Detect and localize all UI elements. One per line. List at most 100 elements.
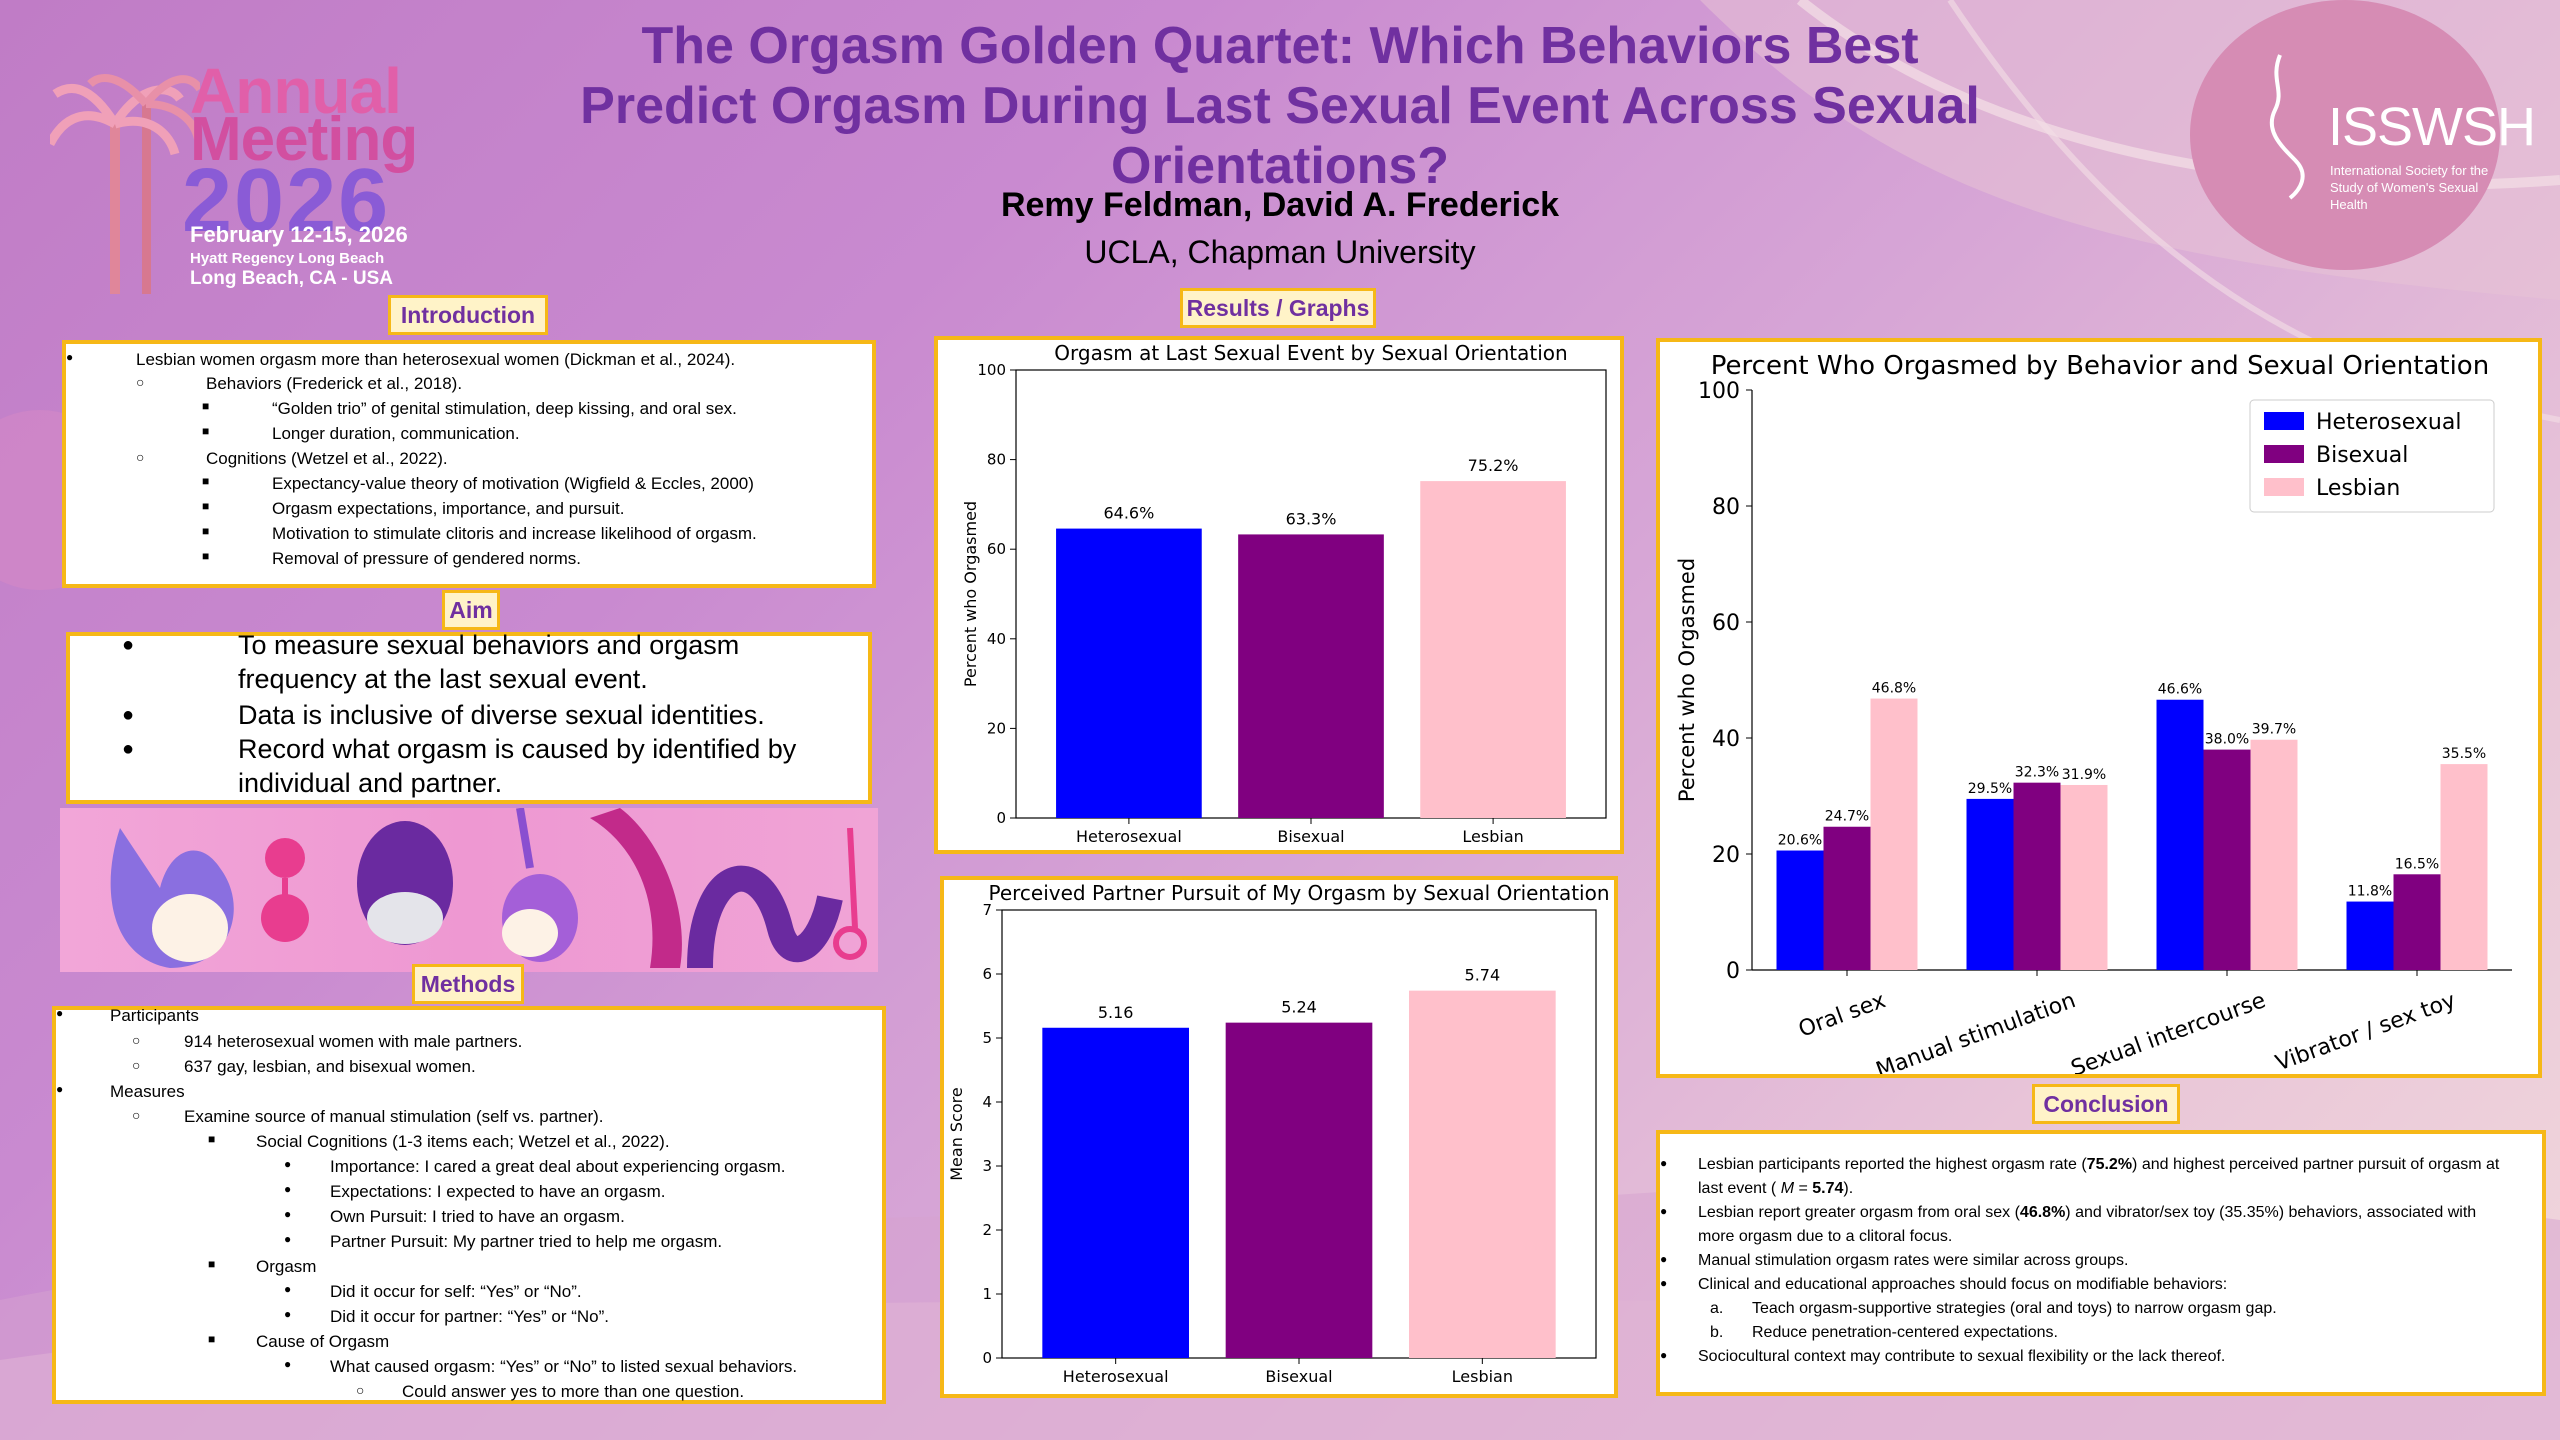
bar-heterosexual bbox=[1966, 798, 2014, 970]
bar-value-label: 35.5% bbox=[2442, 746, 2486, 762]
methods-text: Importance: I cared a great deal about e… bbox=[330, 1157, 786, 1176]
methods-text: Orgasm bbox=[256, 1257, 317, 1276]
methods-text: 914 heterosexual women with male partner… bbox=[184, 1032, 523, 1051]
conclusion-text: Reduce penetration-centered expectations… bbox=[1752, 1324, 2058, 1341]
conclusion-box: ● Lesbian participants reported the high… bbox=[1656, 1130, 2546, 1396]
conclusion-text-part: Lesbian report greater orgasm from oral … bbox=[1698, 1204, 2020, 1221]
bar-heterosexual bbox=[2156, 699, 2204, 970]
methods-bullet: ○ bbox=[132, 1032, 141, 1048]
bar-lesbian bbox=[1409, 990, 1556, 1358]
y-tick-label: 0 bbox=[1726, 959, 1740, 984]
x-tick-label: Bisexual bbox=[1277, 827, 1344, 846]
x-tick-label: Bisexual bbox=[1265, 1367, 1332, 1386]
y-tick-label: 40 bbox=[1712, 727, 1740, 752]
title-line-1: The Orgasm Golden Quartet: Which Behavio… bbox=[641, 17, 1919, 75]
y-tick-label: 0 bbox=[982, 1349, 992, 1367]
intro-bullet: ■ bbox=[202, 524, 210, 538]
methods-text: Did it occur for partner: “Yes” or “No”. bbox=[330, 1307, 610, 1326]
chart-title: Percent Who Orgasmed by Behavior and Sex… bbox=[1711, 351, 2489, 381]
introduction-heading: Introduction bbox=[388, 295, 548, 335]
y-tick-label: 4 bbox=[982, 1093, 992, 1111]
bar-value-label: 63.3% bbox=[1286, 509, 1337, 528]
bar-heterosexual bbox=[2346, 901, 2394, 970]
bar-lesbian bbox=[2250, 739, 2298, 970]
methods-text: Expectations: I expected to have an orga… bbox=[330, 1182, 666, 1201]
annual-meeting-logo: Annual Meeting 2026 February 12-15, 2026… bbox=[50, 54, 418, 294]
conclusion-text-part: 5.74 bbox=[1812, 1180, 1844, 1197]
bar-value-label: 32.3% bbox=[2015, 765, 2059, 781]
y-axis-label: Percent who Orgasmed bbox=[1675, 558, 1699, 802]
intro-bullet: ■ bbox=[202, 474, 210, 488]
chart-orgasm-by-behavior: Percent Who Orgasmed by Behavior and Sex… bbox=[1675, 351, 2512, 1084]
intro-bullet: ● bbox=[66, 350, 74, 364]
methods-bullet: ● bbox=[284, 1282, 292, 1296]
y-tick-label: 100 bbox=[1698, 379, 1740, 404]
product-photo bbox=[60, 808, 878, 972]
bar-heterosexual bbox=[1776, 850, 1824, 970]
conclusion-bullet: ● bbox=[1660, 1204, 1668, 1218]
bar-value-label: 39.7% bbox=[2252, 722, 2296, 738]
methods-text: Measures bbox=[110, 1082, 185, 1101]
methods-bullet: ● bbox=[284, 1307, 292, 1321]
poster-title: The Orgasm Golden Quartet: Which Behavio… bbox=[480, 16, 2080, 196]
bar-lesbian bbox=[1870, 698, 1918, 970]
chart-behavior-box: Percent Who Orgasmed by Behavior and Sex… bbox=[1656, 338, 2542, 1084]
conclusion-bullet: ● bbox=[1660, 1156, 1668, 1170]
intro-bullet: ■ bbox=[202, 549, 210, 563]
methods-bullet: ● bbox=[284, 1182, 292, 1196]
methods-bullet: ○ bbox=[132, 1107, 141, 1123]
conclusion-emphasis: 46.8% bbox=[2019, 1204, 2066, 1221]
intro-text: Longer duration, communication. bbox=[272, 424, 520, 443]
aim-bullet: ● bbox=[122, 634, 135, 656]
conclusion-text-part: = bbox=[1794, 1180, 1813, 1197]
palm-tree-icon bbox=[50, 74, 200, 294]
conclusion-text: Lesbian participants reported the highes… bbox=[1698, 1156, 2499, 1174]
x-tick-label: Vibrator / sex toy bbox=[2272, 988, 2459, 1074]
y-tick-label: 7 bbox=[982, 901, 992, 919]
y-tick-label: 3 bbox=[982, 1157, 992, 1175]
methods-bullet: ● bbox=[284, 1157, 292, 1171]
title-line-2: Predict Orgasm During Last Sexual Event … bbox=[580, 77, 1980, 135]
bar-bisexual bbox=[1238, 534, 1384, 818]
methods-text: What caused orgasm: “Yes” or “No” to lis… bbox=[330, 1357, 798, 1376]
x-tick-label: Heterosexual bbox=[1076, 827, 1182, 846]
y-tick-label: 0 bbox=[996, 809, 1006, 827]
legend-label: Bisexual bbox=[2316, 443, 2408, 468]
methods-text: Partner Pursuit: My partner tried to hel… bbox=[330, 1232, 723, 1251]
conclusion-text-part: Lesbian participants reported the highes… bbox=[1698, 1156, 2087, 1173]
y-tick-label: 60 bbox=[987, 540, 1006, 558]
bar-value-label: 64.6% bbox=[1103, 504, 1154, 523]
conclusion-text-cont: more orgasm due to a clitoral focus. bbox=[1698, 1228, 1952, 1246]
bar-bisexual bbox=[2393, 874, 2441, 970]
aim-bullet: ● bbox=[122, 738, 135, 760]
intro-text: Expectancy-value theory of motivation (W… bbox=[272, 474, 754, 493]
y-tick-label: 6 bbox=[982, 965, 992, 983]
x-tick-label: Lesbian bbox=[1452, 1367, 1513, 1386]
isswsh-logo: ISSWSH International Society for the Stu… bbox=[2190, 0, 2536, 270]
conclusion-text-part: last event ( bbox=[1698, 1180, 1781, 1197]
intro-text: Behaviors (Frederick et al., 2018). bbox=[206, 374, 463, 393]
bar-value-label: 20.6% bbox=[1778, 833, 1822, 849]
legend-swatch bbox=[2264, 412, 2304, 430]
aim-box: ● To measure sexual behaviors and orgasm f… bbox=[66, 630, 872, 804]
intro-text: Removal of pressure of gendered norms. bbox=[272, 549, 581, 568]
methods-text: Social Cognitions (1-3 items each; Wetze… bbox=[256, 1132, 670, 1151]
x-tick-label: Manual stimulation bbox=[1873, 988, 2079, 1074]
legend-label: Heterosexual bbox=[2316, 410, 2461, 435]
conclusion-bullet: ● bbox=[1660, 1276, 1668, 1290]
intro-bullet: ■ bbox=[202, 399, 210, 413]
aim-text: To measure sexual behaviors and orgasm bbox=[238, 630, 740, 660]
bar-value-label: 75.2% bbox=[1468, 456, 1519, 475]
legend-swatch bbox=[2264, 478, 2304, 496]
bar-bisexual bbox=[1823, 826, 1871, 970]
conclusion-bullet: b. bbox=[1710, 1324, 1724, 1341]
methods-bullet: ○ bbox=[132, 1057, 141, 1073]
logo-venue: Hyatt Regency Long Beach bbox=[190, 250, 385, 267]
aim-bullet: ● bbox=[122, 704, 135, 726]
bar-value-label: 38.0% bbox=[2205, 732, 2249, 748]
conclusion-text: Teach orgasm-supportive strategies (oral… bbox=[1752, 1300, 2277, 1317]
bar-value-label: 16.5% bbox=[2395, 856, 2439, 872]
aim-text-cont: individual and partner. bbox=[238, 768, 503, 798]
y-tick-label: 2 bbox=[982, 1221, 992, 1239]
conclusion-text-part: ) and highest perceived partner pursuit … bbox=[2132, 1156, 2500, 1173]
